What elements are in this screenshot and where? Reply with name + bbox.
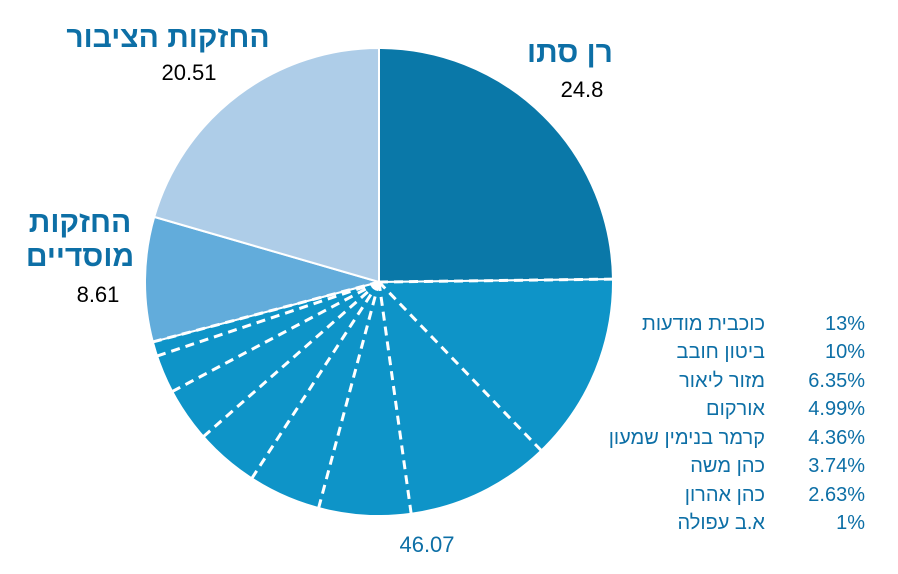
- breakdown-divider-3: [250, 281, 381, 480]
- legend-name: ביטון חובב: [676, 341, 765, 364]
- slice-label-public-value: 20.51: [161, 60, 216, 85]
- legend-row: מזור ליאור 6.35%: [580, 367, 865, 396]
- legend-row: כהן אהרון 2.63%: [580, 481, 865, 510]
- slice-label-ran-setu-value: 24.8: [561, 77, 604, 102]
- legend-value: 4.36%: [808, 426, 865, 449]
- legend-name: כהן אהרון: [684, 483, 765, 506]
- breakdown-edge-1: [152, 280, 380, 344]
- legend-value: 4.99%: [808, 398, 865, 421]
- legend-row: כוכבית מודעות 13%: [580, 310, 865, 339]
- pie-slice-2: [144, 215, 383, 344]
- legend-name: כוכבית מודעות: [642, 312, 765, 335]
- pie-slices: [144, 46, 614, 517]
- breakdown-divider-5: [171, 280, 380, 393]
- breakdown-divider-2: [317, 281, 381, 509]
- pie-slice-0: [378, 46, 614, 284]
- legend-value: 13%: [824, 312, 865, 335]
- legend-value: 6.35%: [808, 369, 865, 392]
- legend-name: קרמר בנימין שמעון: [608, 426, 765, 449]
- breakdown-edge-0: [378, 277, 614, 284]
- slice-label-breakdown-value: 46.07: [399, 532, 454, 557]
- breakdown-dividers: [152, 277, 614, 514]
- pie-slice-3: [153, 46, 380, 284]
- legend-name: א.ב עפולה: [677, 512, 765, 535]
- breakdown-divider-1: [377, 281, 413, 514]
- slice-label-institutional-name-line2: מוסדיים: [26, 240, 134, 273]
- legend-value: 2.63%: [808, 483, 865, 506]
- legend-value: 10%: [824, 341, 865, 364]
- legend-row: ביטון חובב 10%: [580, 339, 865, 368]
- breakdown-divider-6: [156, 280, 380, 358]
- legend-name: כהן משה: [690, 455, 765, 478]
- slice-label-institutional-name-line1: החזקות: [29, 206, 131, 239]
- legend-row: א.ב עפולה 1%: [580, 510, 865, 539]
- breakdown-divider-0: [377, 280, 543, 452]
- legend-value: 1%: [836, 512, 865, 535]
- legend-row: אורקום 4.99%: [580, 396, 865, 425]
- legend-row: קרמר בנימין שמעון 4.36%: [580, 424, 865, 453]
- slice-label-ran-setu-name: רן סתו: [527, 36, 613, 69]
- slice-label-institutional-value: 8.61: [77, 282, 120, 307]
- breakdown-legend: כוכבית מודעות 13% ביטון חובב 10% מזור ליאור 6…: [580, 310, 865, 538]
- breakdown-divider-4: [202, 280, 380, 438]
- legend-name: אורקום: [706, 398, 765, 421]
- legend-value: 3.74%: [808, 455, 865, 478]
- legend-row: כהן משה 3.74%: [580, 453, 865, 482]
- legend-name: מזור ליאור: [679, 369, 765, 392]
- slice-label-public-name: החזקות הציבור: [66, 21, 269, 54]
